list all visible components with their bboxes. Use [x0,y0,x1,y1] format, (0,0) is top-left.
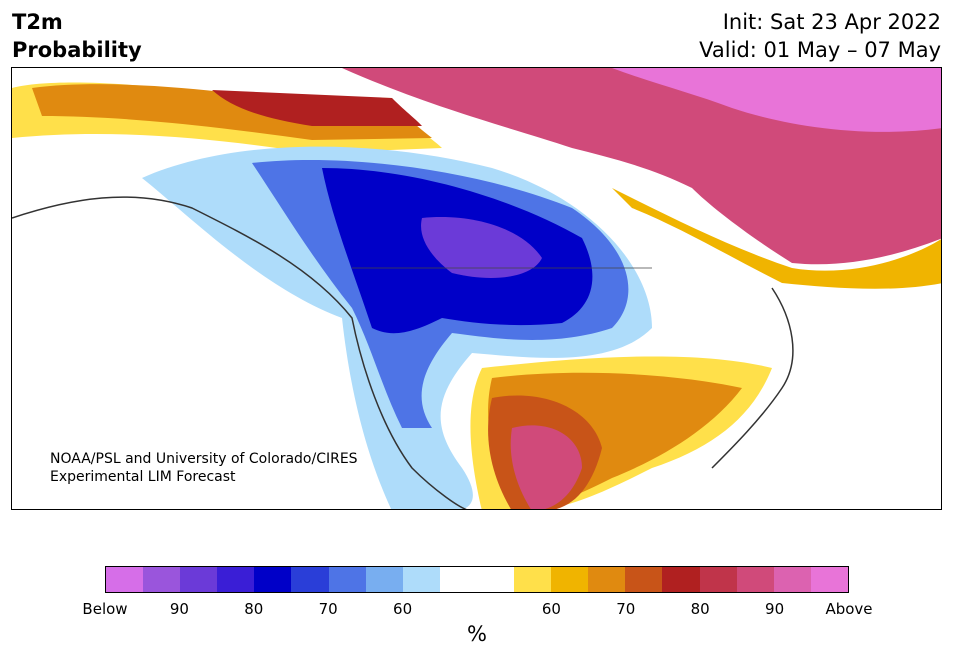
colorbar [105,566,849,593]
colorbar-swatch [365,567,403,592]
colorbar-tick-label: 70 [318,600,338,618]
colorbar-tick-label: 80 [690,600,710,618]
region-alaska-warm-3 [212,90,422,126]
colorbar-tick-label: 90 [765,600,785,618]
map-credit: NOAA/PSL and University of Colorado/CIRE… [50,450,358,486]
colorbar-tick-label: 60 [541,600,561,618]
colorbar-swatch [402,567,440,592]
colorbar-swatch [662,567,700,592]
map-title: T2m Probability [12,8,142,64]
colorbar-swatch [143,567,181,592]
colorbar-swatch [328,567,366,592]
colorbar-swatch [476,567,515,592]
coastline-west [12,196,468,509]
colorbar-unit: % [467,622,487,646]
coastline-east [711,287,794,469]
title-line-2: Probability [12,38,142,62]
probability-map: NOAA/PSL and University of Colorado/CIRE… [11,67,942,510]
credit-line-1: NOAA/PSL and University of Colorado/CIRE… [50,451,358,467]
colorbar-tick-label: Above [825,600,873,618]
region-arctic-far-above [612,68,941,132]
credit-line-2: Experimental LIM Forecast [50,469,236,485]
colorbar-tick-label: 60 [393,600,413,618]
region-texas-core [510,425,582,509]
region-cold-core [421,217,542,278]
colorbar-swatch [588,567,626,592]
init-date: Init: Sat 23 Apr 2022 [722,10,941,34]
colorbar-swatch [254,567,292,592]
valid-dates: Valid: 01 May – 07 May [699,38,941,62]
map-canvas [12,68,941,509]
colorbar-swatch [514,567,552,592]
colorbar-swatch [625,567,663,592]
colorbar-swatch [810,567,848,592]
colorbar-tick-label: 70 [616,600,636,618]
forecast-dates: Init: Sat 23 Apr 2022 Valid: 01 May – 07… [699,8,941,64]
colorbar-tick-label: 80 [244,600,264,618]
title-line-1: T2m [12,10,63,34]
colorbar-swatch [217,567,255,592]
colorbar-swatch [699,567,737,592]
colorbar-swatch [551,567,589,592]
colorbar-swatch [180,567,218,592]
colorbar-swatch [106,567,144,592]
colorbar-swatch [439,567,477,592]
region-quebec-warm [612,188,941,289]
colorbar-swatch [773,567,811,592]
colorbar-tick-label: 90 [169,600,189,618]
colorbar-swatch [736,567,774,592]
colorbar-tick-label: Below [82,600,128,618]
colorbar-swatch [291,567,329,592]
